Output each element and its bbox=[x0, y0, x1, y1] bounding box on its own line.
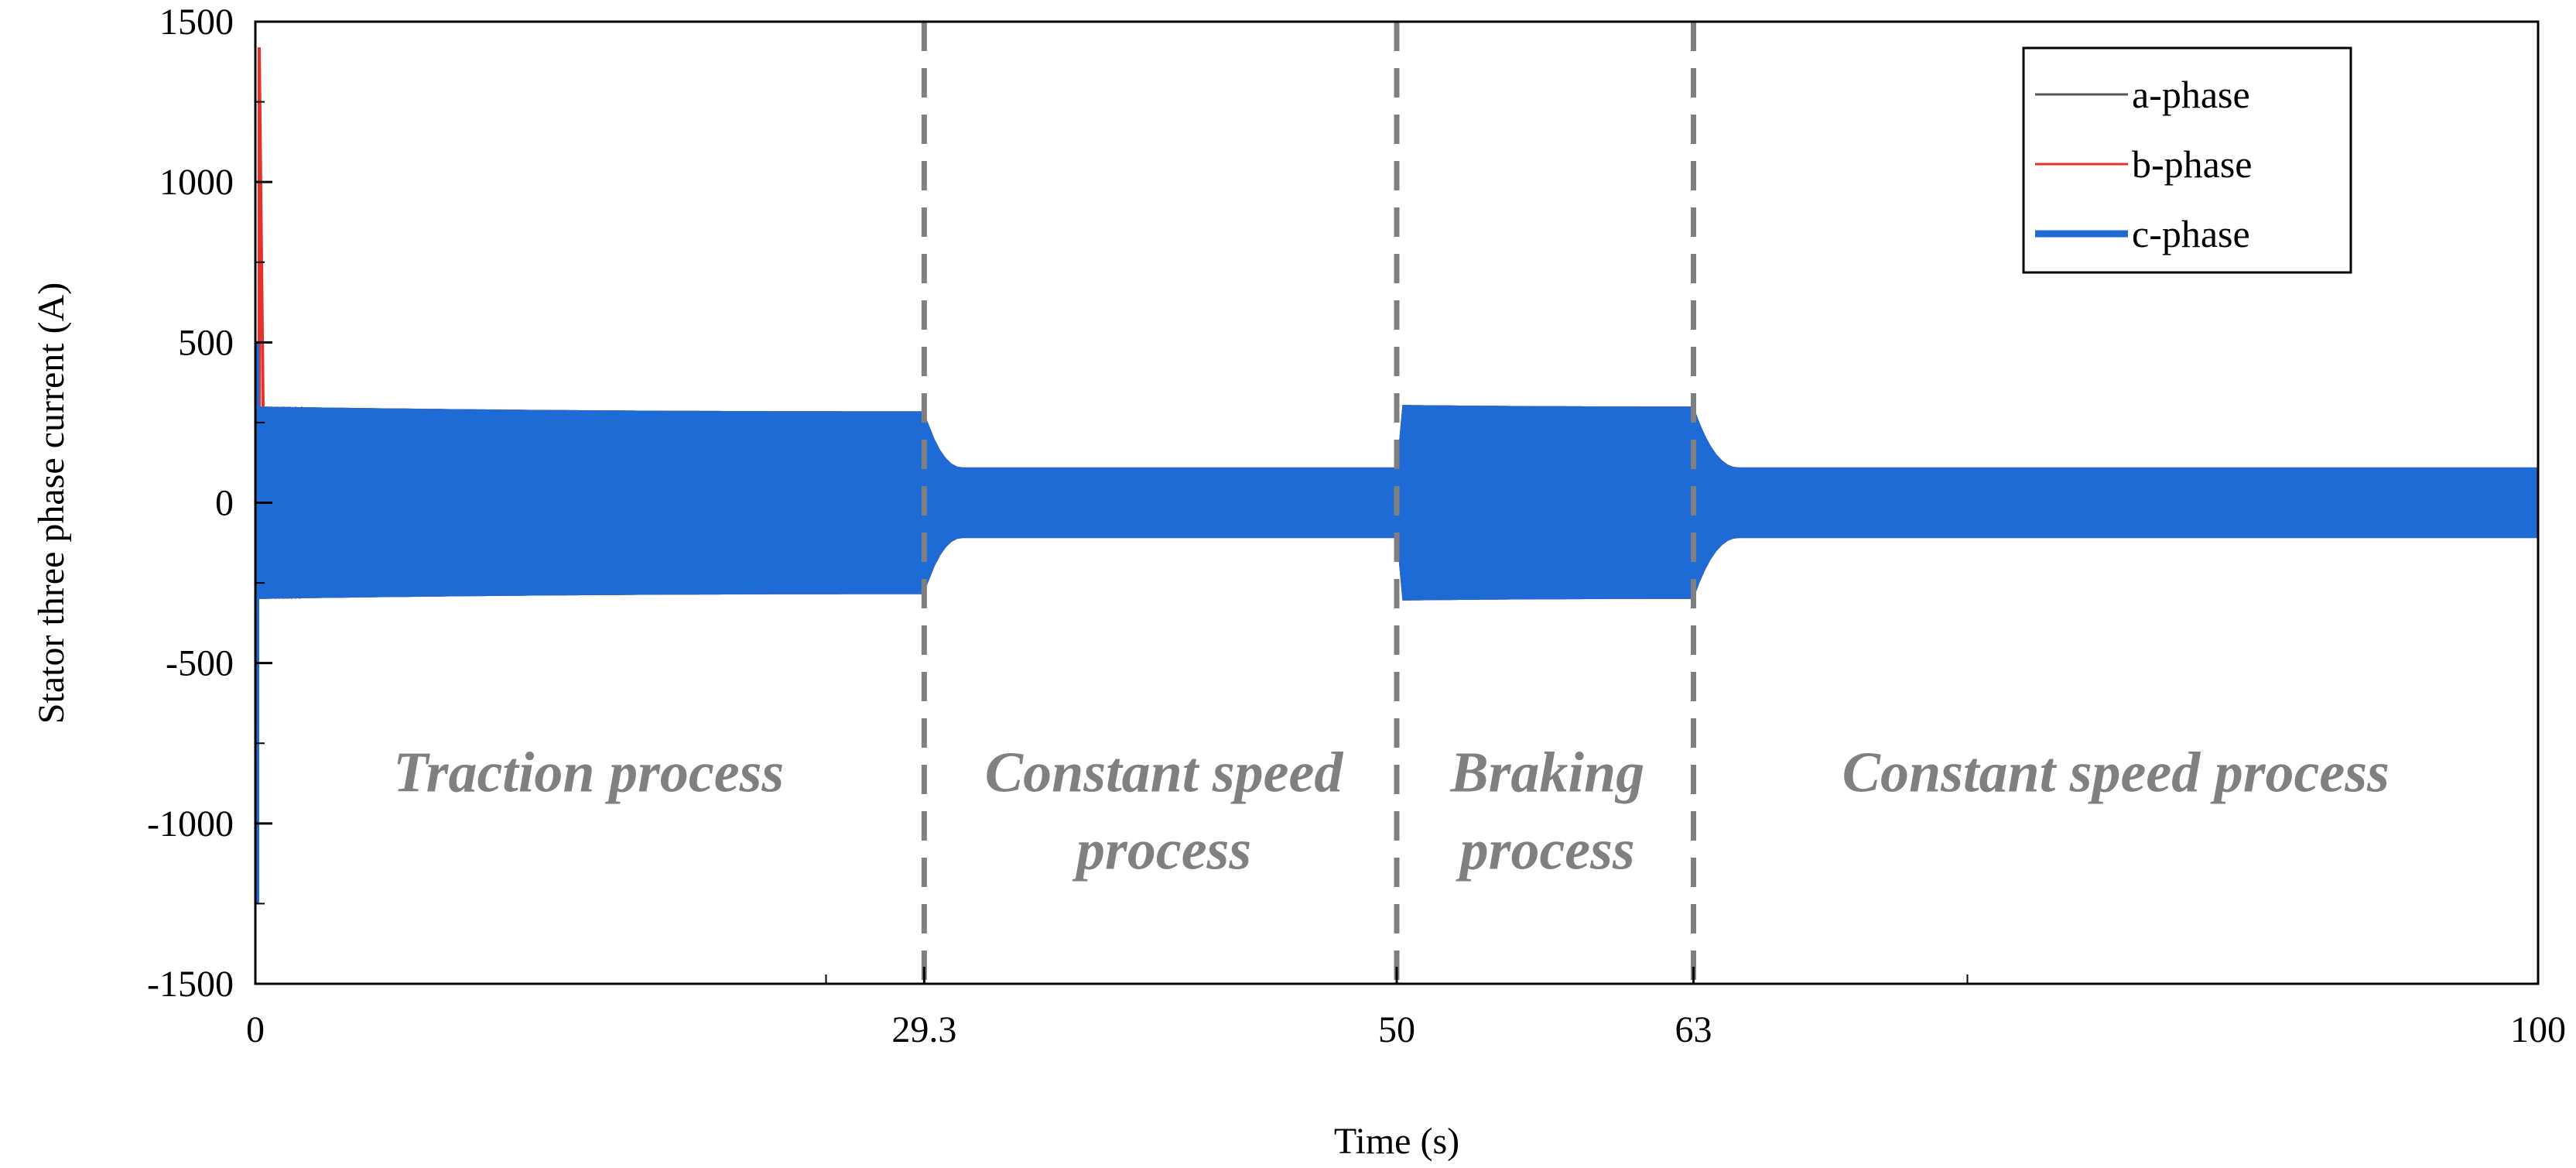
process-annotations: Traction process Constant speed processBra… bbox=[393, 741, 2390, 882]
y-tick-label: -1000 bbox=[147, 803, 234, 844]
x-axis: 0 29.3 50 63 100 bbox=[246, 967, 2566, 1050]
legend-label-c-phase: c-phase bbox=[2132, 212, 2250, 255]
legend: a-phase b-phase c-phase bbox=[2022, 46, 2352, 274]
process-label-line: Traction process bbox=[393, 741, 784, 804]
x-axis-label: Time (s) bbox=[1334, 1121, 1459, 1162]
x-tick-label: 63 bbox=[1675, 1009, 1712, 1050]
y-tick-label: -500 bbox=[166, 643, 234, 684]
process-label: Constant speed process bbox=[985, 741, 1344, 882]
y-axis: -1500 -1000 -500 0 500 1000 1500 bbox=[147, 2, 272, 1005]
process-label-line: process bbox=[1072, 818, 1251, 882]
y-tick-label: 0 bbox=[215, 483, 234, 524]
y-axis-label: Stator three phase current (A) bbox=[31, 283, 72, 724]
x-tick-label: 50 bbox=[1378, 1009, 1415, 1050]
process-dividers bbox=[921, 22, 1696, 984]
process-label-line: Constant speed bbox=[985, 741, 1344, 804]
process-label: Constant speed process bbox=[1842, 741, 2390, 804]
process-label-line: process bbox=[1456, 818, 1635, 882]
legend-label-a-phase: a-phase bbox=[2132, 73, 2250, 116]
y-tick-label: -1500 bbox=[147, 964, 234, 1005]
process-label: Braking process bbox=[1449, 741, 1644, 882]
legend-label-b-phase: b-phase bbox=[2132, 142, 2253, 186]
y-tick-label: 1500 bbox=[159, 2, 234, 43]
process-label-line: Braking bbox=[1449, 741, 1644, 804]
x-tick-label: 100 bbox=[2510, 1009, 2566, 1050]
y-tick-label: 500 bbox=[178, 322, 234, 363]
process-label-line: Constant speed process bbox=[1842, 741, 2390, 804]
x-tick-label: 0 bbox=[246, 1009, 265, 1050]
x-tick-label: 29.3 bbox=[891, 1009, 956, 1050]
y-tick-label: 1000 bbox=[159, 162, 234, 203]
process-label: Traction process bbox=[393, 741, 784, 804]
